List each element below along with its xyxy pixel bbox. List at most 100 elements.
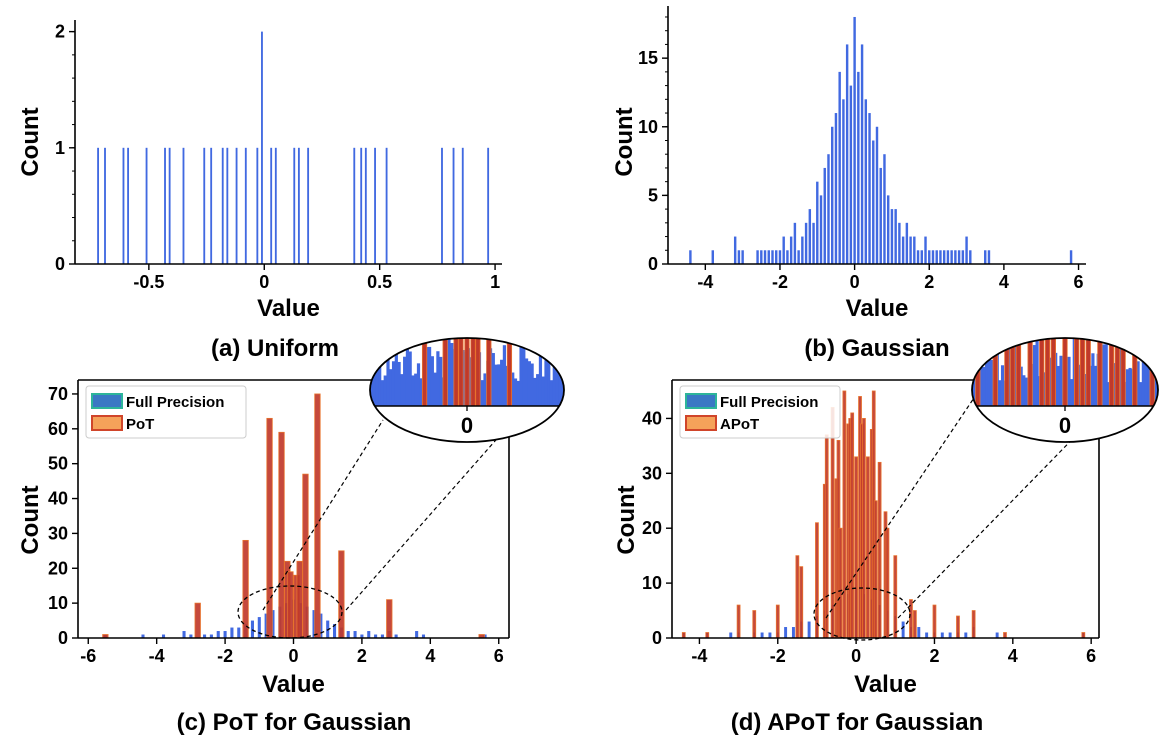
bar-b-fp-17: [801, 236, 804, 264]
bar-b-fp-20: [812, 222, 815, 264]
zoom-connector-left-d: [825, 391, 979, 619]
ytick-label-d-4: 40: [642, 408, 662, 428]
legend-swatch-c-0: [91, 393, 123, 409]
zoom-bar-quant-c-2: [453, 338, 459, 407]
zoom-bar-fp-c-28: [447, 339, 451, 406]
xtick-label-a-2: 0.5: [367, 272, 392, 292]
zoom-bar-fp-c-45: [494, 364, 498, 406]
zoom-bar-fp-c-23: [433, 372, 437, 406]
zoom-bar-fp-d-7: [990, 359, 994, 406]
xtick-label-a-3: 1: [490, 272, 500, 292]
bar-d-quant-36: [1081, 632, 1086, 639]
bar-b-fp-11: [778, 250, 782, 264]
ylabel-b: Count: [611, 107, 638, 176]
bar-a-fp-24: [374, 147, 376, 264]
zoom-bar-fp-c-24: [436, 351, 440, 406]
xtick-label-c-1: -4: [149, 646, 165, 666]
bar-d-quant-2: [736, 604, 741, 639]
legend-d: Full Precision APoT: [679, 385, 841, 439]
bar-b-fp-29: [845, 44, 849, 264]
zoom-bar-quant-d-13: [1097, 338, 1103, 407]
zoom-bar-fp-d-6: [987, 350, 991, 406]
zoom-bar-fp-c-62: [541, 376, 545, 406]
bar-d-quant-9: [824, 434, 829, 639]
zoom-bar-quant-d-2: [1004, 338, 1010, 407]
bar-a-fp-22: [360, 147, 363, 264]
zoom-bar-fp-d-0: [972, 380, 975, 406]
bar-d-fp-5: [760, 632, 764, 638]
zoom-bar-fp-d-20: [1024, 377, 1029, 406]
bar-d-quant-17: [850, 412, 855, 639]
bar-c-fp-14: [264, 613, 268, 638]
bar-d-quant-1: [705, 632, 710, 639]
legend-c: Full Precision PoT: [85, 385, 247, 439]
zoom-bar-fp-d-49: [1101, 344, 1106, 406]
bar-c-fp-5: [203, 634, 207, 638]
zoom-bar-fp-d-50: [1104, 344, 1108, 406]
zoom-bar-fp-d-66: [1147, 358, 1151, 406]
bar-b-fp-50: [924, 236, 927, 264]
bar-d-fp-28: [940, 632, 944, 638]
bar-d-quant-14: [842, 390, 847, 639]
ytick-label-d-2: 20: [642, 518, 662, 538]
zoom-frame-d: [971, 337, 1159, 443]
bar-d-quant-25: [873, 500, 878, 639]
bar-b-fp-35: [868, 113, 871, 264]
bar-b-fp-32: [857, 71, 860, 264]
legend-label-c-1: PoT: [126, 416, 154, 433]
bar-b-fp-37: [875, 126, 879, 264]
zoom-bar-fp-c-21: [427, 346, 432, 406]
bar-c-quant-1: [194, 602, 201, 639]
bar-a-fp-9: [210, 147, 213, 264]
bar-b-fp-21: [816, 181, 819, 264]
legend-swatch-d-0: [685, 393, 717, 409]
zoom-bar-quant-d-17: [1132, 338, 1138, 407]
ytick-label-c-5: 50: [48, 454, 68, 474]
xtick-label-a-1: 0: [259, 272, 269, 292]
zoom-bar-fp-c-58: [530, 363, 534, 406]
zoom-bar-fp-c-55: [522, 339, 526, 406]
zoom-lens-c: [237, 585, 343, 639]
zoom-bar-fp-c-18: [419, 378, 423, 406]
bar-b-fp-56: [946, 250, 950, 264]
bar-d-quant-13: [838, 527, 843, 639]
zoom-bar-quant-d-16: [1120, 338, 1126, 407]
bar-b-fp-18: [804, 222, 808, 264]
zoom-bar-fp-c-14: [408, 351, 412, 406]
zoom-bar-fp-d-24: [1035, 338, 1039, 406]
zoom-bar-quant-d-0: [975, 338, 981, 407]
zoom-bar-quant-d-8: [1050, 338, 1056, 407]
zoom-bar-fp-c-68: [558, 370, 562, 406]
xtick-label-d-0: -4: [691, 646, 707, 666]
zoom-bar-fp-c-46: [497, 364, 501, 406]
caption-b: (b) Gaussian: [804, 335, 949, 362]
caption-d: (d) APoT for Gaussian: [731, 709, 983, 736]
zoom-bar-fp-c-64: [547, 348, 551, 406]
zoom-bar-fp-c-8: [391, 361, 396, 406]
zoom-bar-fp-c-6: [386, 345, 390, 406]
bar-d-quant-7: [815, 522, 819, 639]
bar-c-fp-7: [216, 631, 220, 638]
legend-label-c-0: Full Precision: [126, 394, 224, 411]
bar-b-fp-5: [756, 250, 759, 264]
zoom-bar-quant-c-6: [475, 338, 481, 407]
xtick-label-b-2: 0: [850, 272, 860, 292]
zoom-bar-fp-c-63: [544, 360, 548, 406]
xtick-label-d-2: 0: [851, 646, 861, 666]
zoom-bar-fp-d-59: [1128, 367, 1132, 406]
bar-b-fp-57: [950, 250, 953, 264]
bar-a-fp-21: [353, 147, 356, 264]
bar-a-fp-26: [441, 147, 443, 264]
bar-c-fp-13: [257, 617, 261, 638]
zoom-bar-fp-c-53: [516, 380, 520, 406]
bar-a-fp-25: [385, 147, 388, 264]
xlabel-b: Value: [846, 295, 909, 322]
zoom-bar-fp-d-32: [1056, 365, 1060, 406]
bar-c-fp-33: [394, 634, 398, 638]
legend-label-d-1: APoT: [720, 416, 759, 433]
zoom-lens-d: [813, 587, 911, 641]
xtick-label-a-0: -0.5: [133, 272, 164, 292]
bar-d-quant-28: [885, 527, 890, 639]
bar-b-fp-7: [763, 250, 767, 264]
bar-c-fp-30: [374, 634, 378, 638]
